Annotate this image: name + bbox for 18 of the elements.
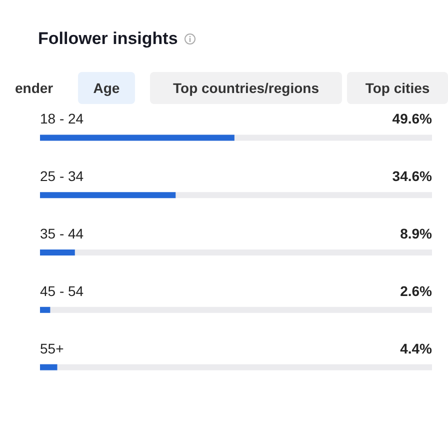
text: Top cities [347, 72, 448, 104]
data-label: 8.9% [400, 226, 433, 242]
y-tick-label: 55+ [40, 340, 64, 356]
y-tick-label: 45 - 54 [40, 282, 84, 299]
bar [40, 364, 58, 370]
y-tick-label: 25 - 34 [40, 168, 84, 184]
text: Top countries/regions [150, 72, 342, 104]
bar [40, 250, 75, 256]
bar [40, 306, 50, 313]
data-label: 2.6% [400, 282, 433, 299]
text: Age [78, 72, 135, 104]
data-label: 49.6% [392, 110, 433, 127]
y-tick-label: 35 - 44 [40, 226, 84, 242]
y-tick-label: 18 - 24 [40, 110, 84, 127]
data-label: 4.4% [400, 340, 433, 356]
text: ender [14, 79, 54, 98]
chart-title: Follower insights [38, 29, 178, 49]
data-label: 34.6% [392, 168, 433, 184]
